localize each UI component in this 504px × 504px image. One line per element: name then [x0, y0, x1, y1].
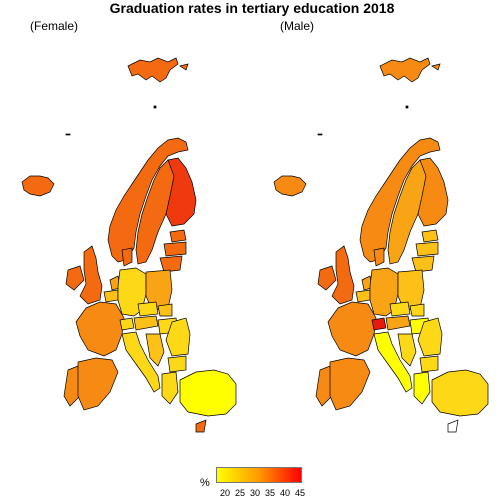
lithuania: [411, 255, 435, 273]
denmark: [373, 247, 385, 267]
legend-unit-label: %: [200, 477, 210, 489]
spain: [77, 357, 119, 411]
austria: [133, 315, 159, 331]
legend-tick-label: 35: [264, 488, 275, 498]
united-kingdom: [331, 245, 355, 305]
estonia: [169, 229, 187, 243]
greece: [413, 371, 431, 405]
greece: [161, 371, 179, 405]
portugal: [315, 365, 333, 407]
panel-label-male: (Male): [280, 19, 315, 33]
ireland: [65, 265, 85, 291]
legend-tick-label: 40: [279, 488, 290, 498]
turkey: [179, 369, 237, 417]
cyprus: [447, 419, 459, 433]
portugal: [63, 365, 81, 407]
svalbard-east: [431, 63, 441, 71]
svalbard: [127, 57, 179, 83]
bulgaria: [419, 355, 439, 373]
balkans: [397, 333, 417, 367]
ireland: [317, 265, 337, 291]
estonia: [421, 229, 439, 243]
male-map: [273, 57, 489, 433]
italy: [121, 331, 161, 393]
legend-tick-label: 20: [219, 488, 230, 498]
islet: [65, 133, 71, 136]
map-title: Graduation rates in tertiary education 2…: [109, 0, 395, 16]
cyprus: [195, 419, 207, 433]
slovakia: [157, 303, 173, 317]
slovakia: [409, 303, 425, 317]
switzerland: [119, 317, 135, 331]
belgium: [103, 289, 119, 303]
iceland: [21, 175, 55, 197]
iceland: [273, 175, 307, 197]
islet: [405, 105, 409, 109]
austria: [385, 315, 411, 331]
legend-tick-label: 45: [294, 488, 305, 498]
czechia: [389, 301, 411, 317]
bulgaria: [167, 355, 187, 373]
czechia: [137, 301, 159, 317]
islet: [317, 133, 323, 136]
lithuania: [159, 255, 183, 273]
romania: [417, 317, 443, 357]
legend-tick-label: 30: [249, 488, 260, 498]
denmark: [121, 247, 133, 267]
finland: [417, 157, 449, 227]
france: [327, 301, 377, 357]
legend-tick-label: 25: [234, 488, 245, 498]
italy: [373, 331, 413, 393]
united-kingdom: [79, 245, 103, 305]
finland: [165, 157, 197, 227]
spain: [329, 357, 371, 411]
legend-color-bar: [216, 467, 302, 483]
female-map: [21, 57, 237, 433]
islet: [153, 105, 157, 109]
norway: [359, 137, 441, 263]
belgium: [355, 289, 371, 303]
svalbard: [379, 57, 431, 83]
norway: [107, 137, 189, 263]
latvia: [415, 241, 439, 257]
romania: [165, 317, 191, 357]
panel-label-female: (Female): [30, 19, 79, 33]
latvia: [163, 241, 187, 257]
turkey: [431, 369, 489, 417]
switzerland: [371, 317, 387, 331]
balkans: [145, 333, 165, 367]
france: [75, 301, 125, 357]
svalbard-east: [179, 63, 189, 71]
